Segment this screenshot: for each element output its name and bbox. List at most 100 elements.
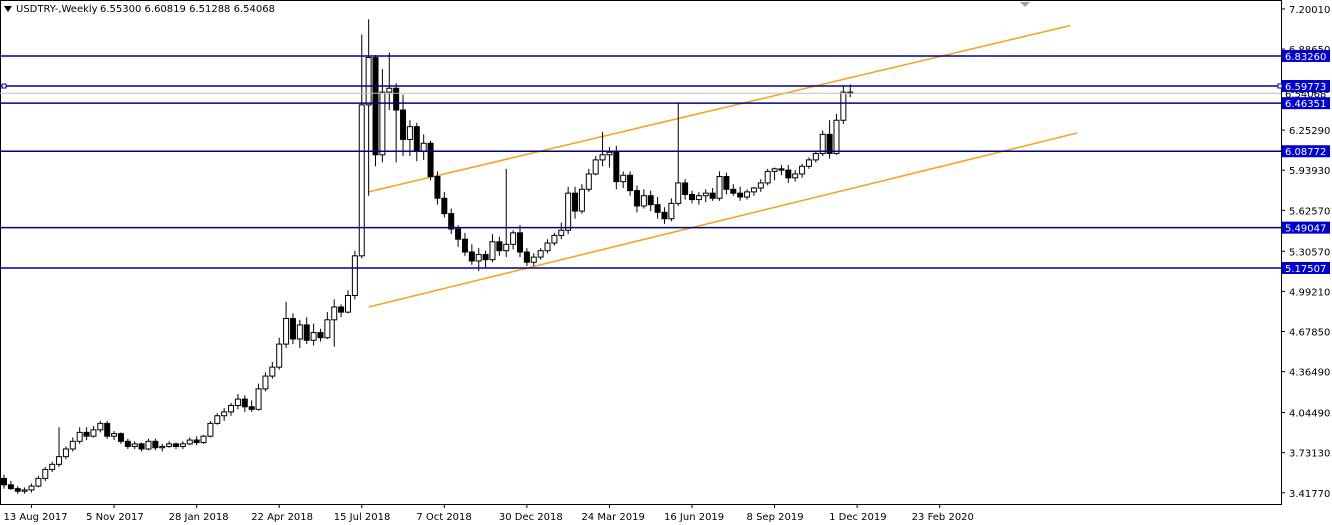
candle-body-bull	[365, 57, 372, 106]
channel-line-upper[interactable]	[368, 24, 1071, 193]
candle	[613, 145, 620, 190]
candle	[434, 171, 441, 205]
candle-body-bull	[166, 443, 173, 447]
candle	[599, 131, 606, 167]
candle	[248, 400, 255, 412]
candle-body-bull	[131, 443, 138, 447]
candle-body-bear	[393, 87, 400, 111]
candle-body-bull	[805, 159, 812, 167]
candle-body-bull	[207, 422, 214, 437]
candle	[792, 170, 799, 182]
price-axis: 7.200106.886506.572906.252905.939305.625…	[1281, 5, 1330, 500]
candle-body-bull	[833, 119, 840, 155]
candle	[455, 225, 462, 247]
candle	[565, 186, 572, 235]
candle	[262, 372, 269, 392]
candle	[675, 102, 682, 206]
price-tick-label: 4.99210	[1289, 287, 1330, 298]
candle-body-bear	[723, 176, 730, 190]
level-handle-icon[interactable]	[1, 83, 7, 89]
candle-body-bull	[21, 489, 28, 492]
candle	[131, 441, 138, 449]
candle-body-bear	[338, 306, 345, 313]
candle	[310, 323, 317, 346]
candle-body-bull	[310, 332, 317, 341]
candle	[668, 198, 675, 222]
candle-body-bear	[124, 440, 131, 447]
candle-body-bull	[606, 151, 613, 156]
candle	[83, 427, 90, 441]
candle	[214, 413, 221, 425]
candle-body-bull	[42, 468, 49, 479]
level-handle-icon[interactable]	[1277, 83, 1283, 89]
candle	[124, 438, 131, 449]
candle-body-bear	[523, 251, 530, 263]
candle-body-bull	[799, 165, 806, 175]
candle-body-bull	[90, 429, 97, 437]
candle-body-bull	[551, 234, 558, 244]
channel-line-lower[interactable]	[368, 132, 1078, 308]
candle	[826, 120, 833, 159]
candle-body-bear	[1, 477, 7, 486]
candle-body-bear	[289, 318, 296, 340]
candle-body-bull	[228, 405, 235, 413]
symbol-label: USDTRY-,Weekly	[16, 4, 98, 15]
candle	[633, 185, 640, 213]
level-label-bg	[1282, 145, 1330, 158]
level-label-bg	[1282, 49, 1330, 62]
candle	[489, 234, 496, 263]
candle-body-bear	[682, 182, 689, 195]
level-label-bg	[1282, 261, 1330, 274]
candle-body-bull	[510, 232, 517, 245]
candle	[441, 191, 448, 218]
candle	[544, 239, 551, 254]
candle	[627, 171, 634, 196]
candle-body-bear	[496, 241, 503, 252]
candle	[7, 480, 14, 490]
level-label: 5.17507	[1285, 264, 1326, 275]
candle	[578, 184, 585, 214]
candle-body-bear	[826, 133, 833, 155]
candle	[90, 425, 97, 438]
candle-body-bear	[317, 332, 324, 339]
candle	[186, 437, 193, 446]
candle	[530, 253, 537, 267]
candle	[111, 431, 118, 441]
candle-body-bull	[819, 133, 826, 155]
candle	[654, 196, 661, 219]
candle-body-bull	[599, 154, 606, 161]
candle	[400, 94, 407, 157]
candle-body-bull	[255, 388, 262, 410]
candle-body-bear	[627, 174, 634, 192]
level-label-bg	[1282, 221, 1330, 234]
candle	[56, 427, 63, 467]
candle-body-bull	[716, 176, 723, 199]
candle-body-bull	[351, 255, 358, 296]
candle-body-bull	[544, 242, 551, 252]
candle-body-bull	[530, 256, 537, 263]
candle-body-bull	[771, 168, 778, 172]
candle-body-bear	[661, 211, 668, 220]
candle-body-bear	[468, 251, 475, 262]
candle-body-bull	[840, 91, 847, 121]
candle-body-bear	[104, 422, 111, 437]
candle-body-bull	[475, 254, 482, 262]
menu-triangle-icon[interactable]	[4, 6, 12, 12]
level-label-bg	[1282, 79, 1330, 92]
price-tick-label: 4.36490	[1289, 368, 1330, 379]
candle	[689, 190, 695, 204]
candle	[49, 461, 56, 473]
candle-body-bull	[792, 173, 799, 179]
candle	[159, 443, 166, 452]
ohlc-values: 6.55300 6.60819 6.51288 6.54068	[100, 4, 275, 15]
candle	[468, 244, 475, 265]
candle	[737, 186, 744, 201]
candle-body-bull	[159, 445, 166, 449]
level-label-bg	[1282, 97, 1330, 110]
candle	[97, 420, 104, 433]
price-tick-label: 5.30570	[1289, 247, 1330, 258]
candle-body-bull	[489, 241, 496, 261]
candle-body-bear	[173, 443, 179, 447]
candle	[661, 207, 668, 224]
